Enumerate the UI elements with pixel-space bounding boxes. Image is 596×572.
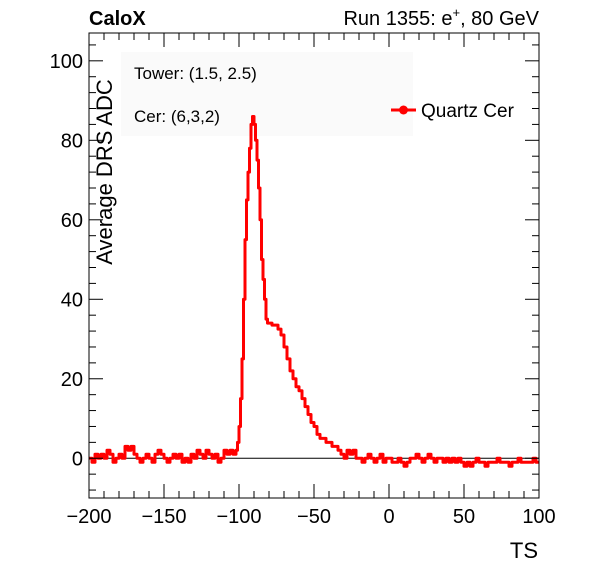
y-tick-label: 20 (61, 369, 83, 391)
x-tick-label: −150 (141, 506, 186, 528)
cer-annotation: Cer: (6,3,2) (134, 107, 220, 126)
run-suffix: , 80 GeV (460, 8, 540, 30)
x-tick-label: −200 (66, 506, 111, 528)
tower-annotation: Tower: (1.5, 2.5) (134, 64, 257, 83)
annotation-box (121, 52, 413, 136)
x-axis-title: TS (510, 538, 538, 563)
x-tick-label: −100 (216, 506, 261, 528)
run-label: Run 1355: e+, 80 GeV (343, 5, 539, 30)
legend-label: Quartz Cer (421, 101, 515, 122)
y-tick-label: 80 (61, 130, 83, 152)
series-line-quartz-cer (89, 114, 539, 468)
x-tick-label: 50 (453, 506, 475, 528)
y-tick-label: 60 (61, 210, 83, 232)
y-tick-label: 0 (72, 448, 83, 470)
plot-frame (88, 32, 540, 499)
y-axis-title: Average DRS ADC (92, 79, 117, 265)
run-superscript: + (452, 5, 460, 20)
y-tick-labels: 0 20 40 60 80 100 (50, 51, 83, 470)
x-tick-label: 0 (383, 506, 394, 528)
x-tick-label: 100 (522, 506, 555, 528)
x-tick-labels: −200 −150 −100 −50 0 50 100 (66, 506, 555, 528)
x-tick-label: −50 (297, 506, 331, 528)
y-tick-label: 100 (50, 51, 83, 73)
legend: Quartz Cer (391, 101, 515, 122)
y-tick-label: 40 (61, 289, 83, 311)
experiment-label: CaloX (89, 8, 146, 30)
run-prefix: Run 1355: e (343, 8, 452, 30)
legend-marker (399, 105, 408, 115)
